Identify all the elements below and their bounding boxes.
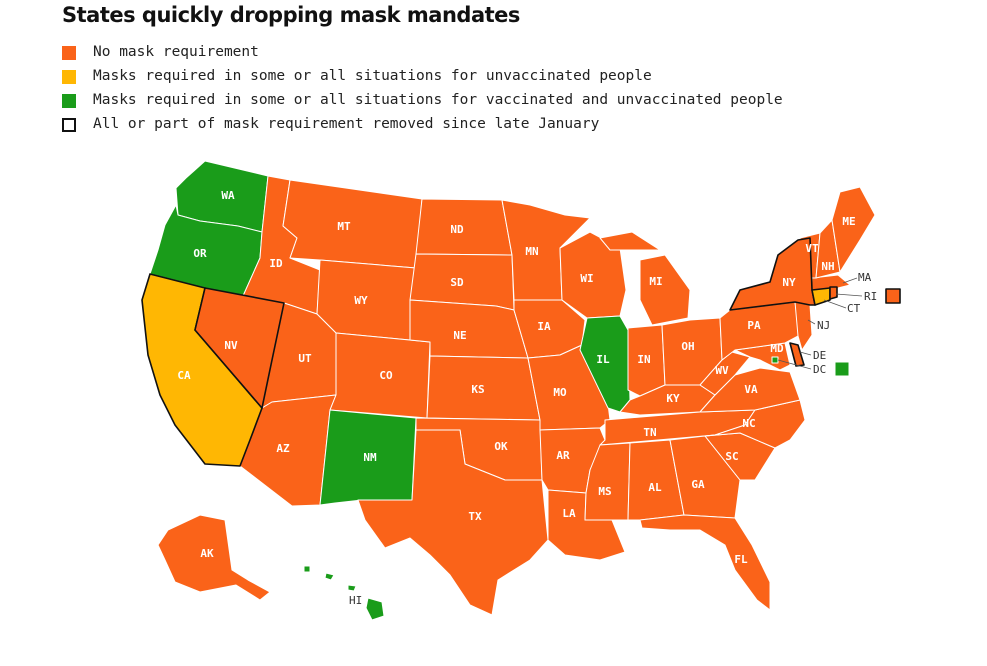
state-FL [639, 514, 771, 611]
label-ME: ME [842, 215, 855, 228]
label-MI: MI [649, 275, 662, 288]
label-KY: KY [666, 392, 680, 405]
legend-swatch-orange [62, 46, 76, 60]
label-CA: CA [177, 369, 191, 382]
label-DE: DE [813, 349, 826, 362]
label-CO: CO [379, 369, 393, 382]
label-NH: NH [821, 260, 834, 273]
leader-lines [777, 277, 863, 370]
label-MN: MN [525, 245, 538, 258]
legend-swatch-outline [62, 118, 76, 132]
state-shapes [141, 160, 876, 621]
label-WI: WI [580, 272, 593, 285]
leader-MA [842, 277, 858, 284]
label-FL: FL [734, 553, 748, 566]
label-WA: WA [221, 189, 235, 202]
label-HI: HI [349, 594, 362, 607]
label-NM: NM [363, 451, 377, 464]
state-MT [282, 179, 423, 269]
label-ND: ND [450, 223, 464, 236]
legend-label: Masks required in some or all situations… [93, 92, 783, 108]
state-MI [599, 231, 691, 326]
label-AZ: AZ [276, 442, 290, 455]
label-AL: AL [648, 481, 662, 494]
label-WV: WV [715, 364, 729, 377]
label-MA: MA [858, 271, 872, 284]
label-KS: KS [471, 383, 484, 396]
state-WI [559, 231, 627, 319]
state-RI [829, 286, 838, 300]
label-RI: RI [864, 290, 877, 303]
label-NY: NY [782, 276, 796, 289]
label-OK: OK [494, 440, 508, 453]
label-AK: AK [200, 547, 214, 560]
leader-DC [777, 359, 812, 370]
state-NY [729, 237, 816, 311]
label-NV: NV [224, 339, 238, 352]
state-DC [771, 356, 779, 364]
label-MS: MS [598, 485, 611, 498]
state-NJ [794, 301, 813, 351]
state-CT [811, 287, 831, 306]
label-DC: DC [813, 363, 826, 376]
label-MO: MO [553, 386, 567, 399]
label-PA: PA [747, 319, 761, 332]
leader-NJ [807, 319, 816, 325]
label-SD: SD [450, 276, 464, 289]
state-ND [415, 198, 513, 256]
legend-label: Masks required in some or all situations… [93, 68, 652, 84]
label-NC: NC [742, 417, 755, 430]
label-TN: TN [643, 426, 656, 439]
label-IA: IA [537, 320, 551, 333]
state-HI [303, 565, 385, 621]
RI-swatch [885, 288, 901, 304]
label-TX: TX [468, 510, 482, 523]
label-LA: LA [562, 507, 576, 520]
state-NV [194, 287, 285, 409]
map-title: States quickly dropping mask mandates [62, 3, 520, 27]
label-IL: IL [596, 353, 610, 366]
state-ME [831, 186, 876, 273]
label-ID: ID [269, 257, 283, 270]
state-NC [704, 399, 806, 449]
label-NE: NE [453, 329, 466, 342]
label-OH: OH [681, 340, 694, 353]
legend-swatch-yellow [62, 70, 76, 84]
label-UT: UT [298, 352, 312, 365]
state-TX [357, 429, 549, 616]
state-labels: WA OR CA NV ID MT WY UT AZ CO NM ND SD N… [177, 189, 877, 607]
external-swatches [834, 288, 901, 377]
label-SC: SC [725, 450, 738, 463]
legend-label: No mask requirement [93, 44, 259, 60]
leader-RI [835, 293, 863, 297]
label-OR: OR [193, 247, 207, 260]
label-NJ: NJ [817, 319, 830, 332]
label-GA: GA [691, 478, 705, 491]
state-GA [669, 435, 741, 519]
label-CT: CT [847, 302, 861, 315]
label-MD: MD [770, 342, 784, 355]
label-MT: MT [337, 220, 351, 233]
legend-swatch-green [62, 94, 76, 108]
state-AK [157, 514, 271, 601]
label-IN: IN [637, 353, 650, 366]
label-VT: VT [805, 242, 819, 255]
leader-DE [799, 351, 812, 356]
label-AR: AR [556, 449, 570, 462]
legend-label: All or part of mask requirement removed … [93, 116, 600, 132]
label-VA: VA [744, 383, 758, 396]
DC-swatch [834, 361, 850, 377]
leader-CT [823, 299, 847, 309]
label-WY: WY [354, 294, 368, 307]
state-DE [789, 342, 805, 367]
